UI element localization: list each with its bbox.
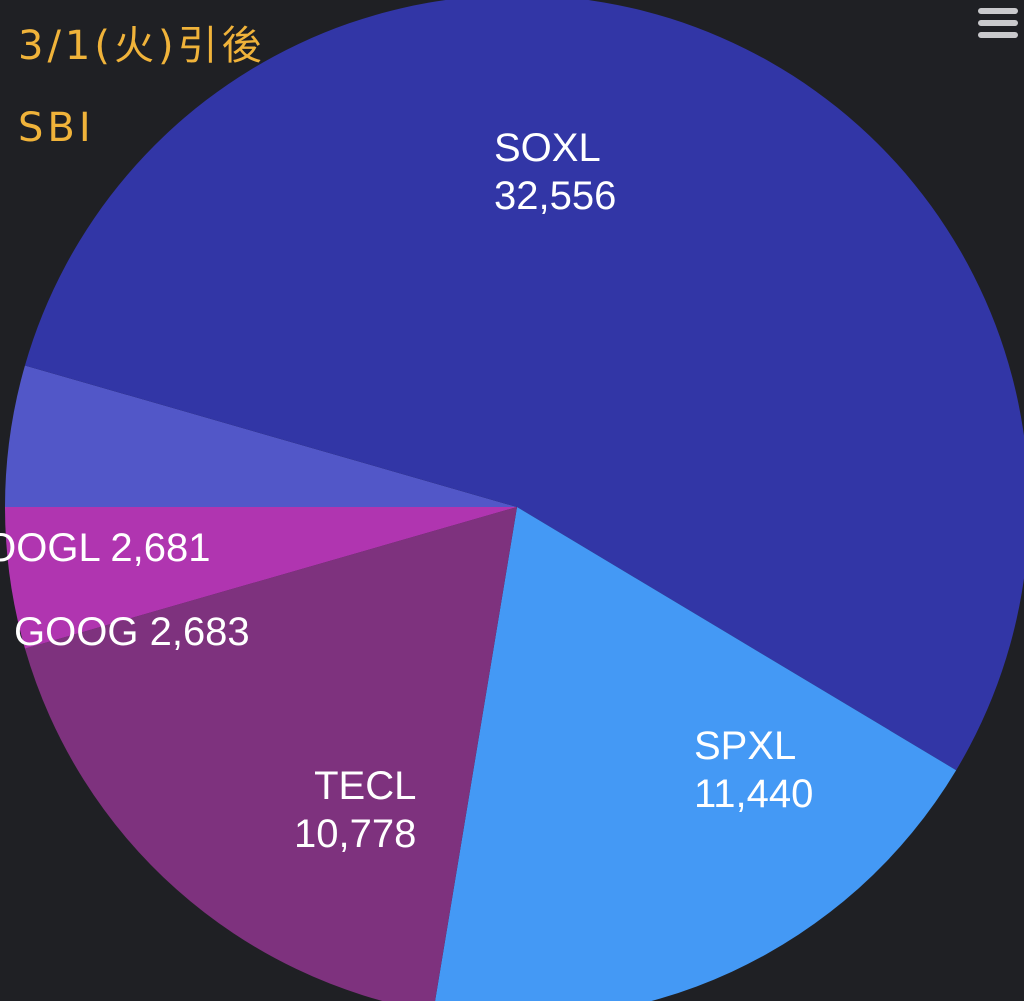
pie-slice-soxl bbox=[24, 0, 1024, 771]
menu-bar bbox=[978, 32, 1018, 38]
slice-label-goog: GOOG 2,683 bbox=[14, 608, 250, 656]
slice-label-tecl: TECL 10,778 bbox=[294, 762, 416, 858]
pie-slice-googl bbox=[5, 365, 517, 507]
slice-value: 32,556 bbox=[494, 174, 617, 218]
slice-label-soxl: SOXL 32,556 bbox=[494, 124, 616, 220]
hamburger-menu-icon[interactable] bbox=[978, 8, 1018, 38]
pie-slice-spxl bbox=[435, 507, 957, 1001]
menu-bar bbox=[978, 8, 1018, 14]
slice-value: 11,440 bbox=[694, 772, 814, 816]
handwritten-broker-note: SBI bbox=[18, 105, 95, 151]
slice-value: 2,683 bbox=[149, 610, 250, 654]
slice-label-spxl: SPXL 11,440 bbox=[694, 722, 813, 818]
slice-name: GOOGL bbox=[0, 526, 100, 570]
slice-label-googl: GOOGL 2,681 bbox=[0, 524, 210, 572]
pie-slice-goog bbox=[5, 507, 517, 649]
slice-value: 10,778 bbox=[294, 812, 417, 856]
slice-value: 2,681 bbox=[110, 526, 211, 570]
menu-bar bbox=[978, 20, 1018, 26]
slice-name: SOXL bbox=[494, 126, 601, 170]
slice-name: TECL bbox=[314, 764, 417, 808]
pie-slice-tecl bbox=[24, 507, 517, 1001]
slice-name: GOOG bbox=[14, 610, 139, 654]
handwritten-date-note: 3/1(火)引後 bbox=[18, 23, 266, 69]
slice-name: SPXL bbox=[694, 724, 797, 768]
